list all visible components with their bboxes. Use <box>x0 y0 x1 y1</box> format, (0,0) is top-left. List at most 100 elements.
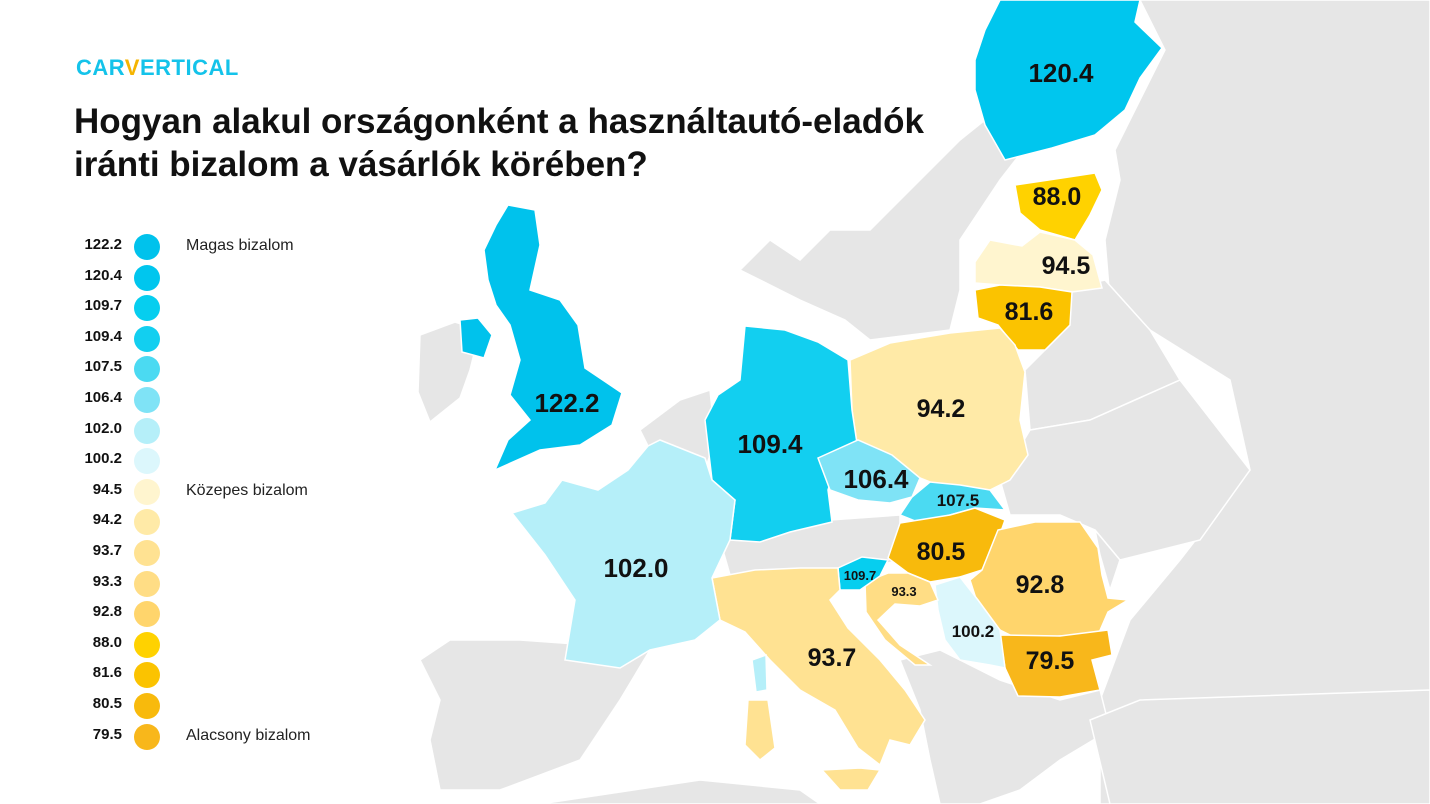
legend-row: 122.2 Magas bizalom <box>64 231 384 262</box>
sicily-shape <box>820 767 882 791</box>
legend-value: 120.4 <box>84 266 122 284</box>
legend-color-dot <box>134 417 160 444</box>
legend-value: 79.5 <box>92 725 122 743</box>
turkey <box>1089 689 1430 804</box>
carvertical-logo: CARVERTICAL <box>76 55 239 80</box>
latvia-shape <box>974 231 1103 293</box>
legend-color-dot <box>134 264 160 291</box>
italy-shape <box>711 567 926 767</box>
value-label-romania: 92.8 <box>1016 571 1065 599</box>
legend-row: 94.5 Közepes bizalom <box>64 476 384 507</box>
legend-value: 93.3 <box>92 572 122 590</box>
legend-color-dot <box>134 509 160 536</box>
value-label-czechia: 106.4 <box>843 464 909 494</box>
legend-color-dot <box>134 386 160 413</box>
value-label-germany: 109.4 <box>737 429 803 459</box>
legend-row: 93.7 <box>64 537 384 568</box>
value-label-latvia: 94.5 <box>1042 252 1091 280</box>
highlighted-countries <box>459 0 1163 791</box>
legend-value: 81.6 <box>92 664 122 682</box>
legend-value: 109.7 <box>84 297 122 315</box>
title-line-2: iránti bizalom a vásárlók körében? <box>74 145 648 184</box>
legend-color-dot <box>134 570 160 597</box>
value-label-serbia: 100.2 <box>952 622 995 641</box>
legend-color-dot <box>134 723 160 750</box>
balkans-south <box>898 649 1111 804</box>
background-land <box>417 0 1430 804</box>
country-value-labels: 122.2 120.4 88.0 94.5 81.6 94.2 109.4 10… <box>534 58 1094 675</box>
slovakia-shape <box>898 481 1007 524</box>
legend-value: 122.2 <box>84 236 122 253</box>
bulgaria-shape <box>999 629 1113 698</box>
chart-title: Hogyan alakul országonként a használtaut… <box>74 100 994 186</box>
legend-color-dot <box>134 601 160 628</box>
title-line-1: Hogyan alakul országonként a használtaut… <box>74 102 924 141</box>
legend-row: 109.4 <box>64 323 384 354</box>
sardinia-shape <box>744 699 776 762</box>
croatia-shape <box>864 572 940 666</box>
legend-row: 93.3 <box>64 568 384 599</box>
serbia-shape <box>934 576 1006 669</box>
legend-color-dot <box>134 692 160 719</box>
legend-color-dot <box>134 448 160 475</box>
legend-color-dot <box>134 539 160 566</box>
legend-row: 109.7 <box>64 292 384 323</box>
value-label-poland: 94.2 <box>917 395 966 423</box>
moldova <box>1094 529 1121 593</box>
value-label-italy: 93.7 <box>808 644 857 672</box>
legend-value: 80.5 <box>92 694 122 712</box>
value-label-finland: 120.4 <box>1028 58 1094 88</box>
legend-row: 92.8 <box>64 598 384 629</box>
legend-trust-level-label: Magas bizalom <box>186 237 294 254</box>
value-label-france: 102.0 <box>603 553 668 583</box>
legend-color-dot <box>134 662 160 689</box>
legend-color-dot <box>134 325 160 352</box>
legend-row: 94.2 <box>64 506 384 537</box>
northern-ireland-shape <box>459 317 493 359</box>
legend-row: 100.2 <box>64 445 384 476</box>
legend-color-dot <box>134 631 160 658</box>
legend-value: 94.5 <box>92 480 122 498</box>
value-label-croatia: 93.3 <box>891 584 916 599</box>
legend-trust-level-label: Alacsony bizalom <box>186 726 311 744</box>
legend-color-dot <box>134 478 160 505</box>
france-shape <box>510 439 736 669</box>
lithuania-shape <box>974 284 1073 351</box>
legend-row: 106.4 <box>64 384 384 415</box>
legend-row: 107.5 <box>64 353 384 384</box>
legend-row: 88.0 <box>64 629 384 660</box>
uk-shape <box>483 204 623 472</box>
legend-value: 93.7 <box>92 541 122 559</box>
legend-color-dot <box>134 234 160 260</box>
value-label-slovenia: 109.7 <box>844 568 877 583</box>
corsica-shape <box>751 653 768 693</box>
legend-value: 94.2 <box>92 511 122 529</box>
legend-value: 109.4 <box>84 327 122 345</box>
value-label-hungary: 80.5 <box>917 538 966 566</box>
legend-row: 79.5 Alacsony bizalom <box>64 721 384 752</box>
value-label-uk: 122.2 <box>534 388 599 418</box>
value-label-lithuania: 81.6 <box>1005 298 1054 326</box>
legend-value: 106.4 <box>84 388 122 406</box>
romania-shape <box>969 521 1131 641</box>
value-label-bulgaria: 79.5 <box>1026 647 1075 675</box>
iberia <box>419 639 652 791</box>
finland-shape <box>974 0 1163 161</box>
legend-value: 102.0 <box>84 419 122 437</box>
legend-value: 88.0 <box>92 633 122 651</box>
estonia-shape <box>1014 172 1103 241</box>
value-label-slovakia: 107.5 <box>937 491 980 510</box>
legend-row: 120.4 <box>64 262 384 293</box>
legend-trust-level-label: Közepes bizalom <box>186 481 308 499</box>
north-africa <box>539 779 822 804</box>
value-label-estonia: 88.0 <box>1033 183 1082 211</box>
germany-shape <box>704 325 859 543</box>
legend-value: 107.5 <box>84 358 122 376</box>
legend-value: 92.8 <box>92 603 122 621</box>
legend-color-dot <box>134 295 160 322</box>
russia-region <box>1099 0 1430 804</box>
legend-value: 100.2 <box>84 450 122 468</box>
legend-color-dot <box>134 356 160 383</box>
color-legend: 122.2 Magas bizalom 120.4 109.7 109.4 107.5 10… <box>64 231 384 751</box>
